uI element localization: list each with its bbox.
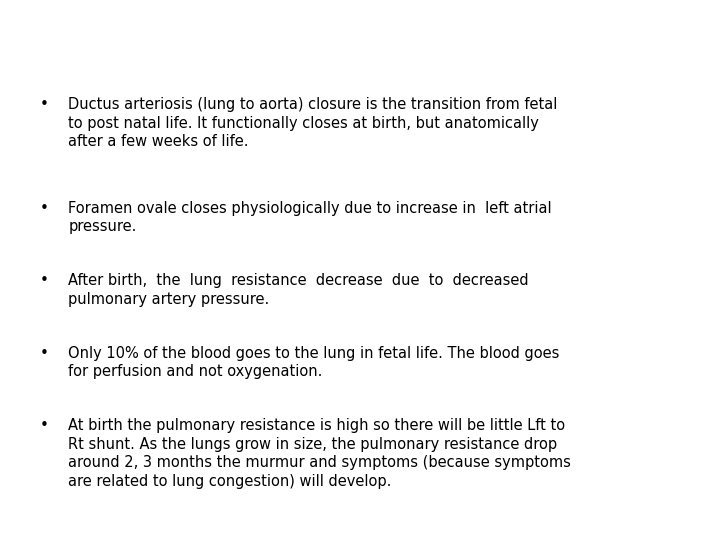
Text: Foramen ovale closes physiologically due to increase in  left atrial
pressure.: Foramen ovale closes physiologically due… bbox=[68, 201, 552, 234]
Text: •: • bbox=[40, 201, 48, 216]
Text: •: • bbox=[40, 97, 48, 112]
Text: After birth,  the  lung  resistance  decrease  due  to  decreased
pulmonary arte: After birth, the lung resistance decreas… bbox=[68, 273, 529, 307]
Text: •: • bbox=[40, 418, 48, 433]
Text: Only 10% of the blood goes to the lung in fetal life. The blood goes
for perfusi: Only 10% of the blood goes to the lung i… bbox=[68, 346, 559, 379]
Text: •: • bbox=[40, 273, 48, 288]
Text: •: • bbox=[40, 346, 48, 361]
Text: Ductus arteriosis (lung to aorta) closure is the transition from fetal
to post n: Ductus arteriosis (lung to aorta) closur… bbox=[68, 97, 558, 150]
Text: At birth the pulmonary resistance is high so there will be little Lft to
Rt shun: At birth the pulmonary resistance is hig… bbox=[68, 418, 571, 489]
